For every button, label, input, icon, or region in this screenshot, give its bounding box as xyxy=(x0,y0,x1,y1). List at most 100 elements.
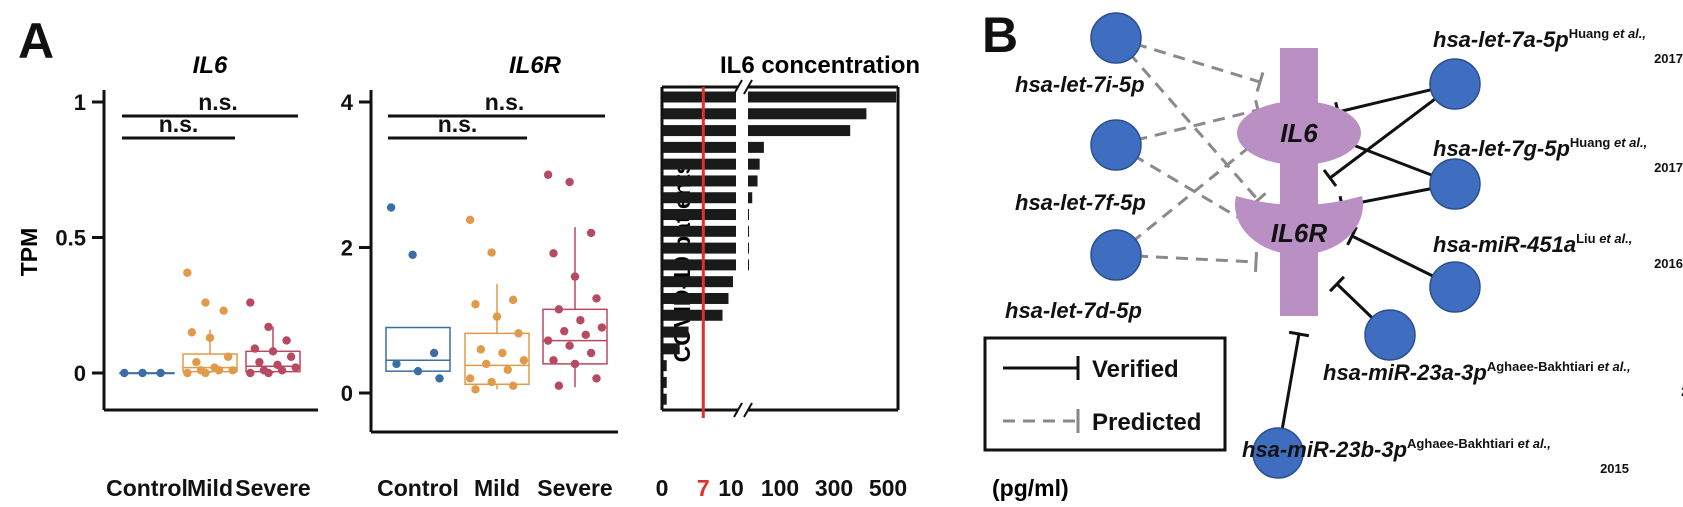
concentration-bar xyxy=(663,175,736,187)
data-point xyxy=(487,248,496,257)
y-tick-label: 0 xyxy=(341,381,353,406)
panel-a-label: A xyxy=(18,13,54,69)
data-point xyxy=(560,326,569,336)
data-point xyxy=(156,368,165,378)
data-point xyxy=(246,298,255,307)
concentration-bar xyxy=(663,276,733,288)
data-point xyxy=(386,203,396,212)
concentration-bar xyxy=(748,225,749,237)
concentration-bar xyxy=(663,259,736,271)
data-point xyxy=(565,341,574,350)
concentration-bar xyxy=(663,360,667,372)
data-point xyxy=(223,352,233,361)
data-point xyxy=(264,322,273,332)
concentration-bar xyxy=(748,209,749,221)
data-point xyxy=(138,368,147,378)
x-tick-label: 100 xyxy=(761,475,799,501)
x-tick-label: Severe xyxy=(537,475,612,501)
y-tick-label: 0.5 xyxy=(55,226,86,251)
data-point xyxy=(187,328,197,337)
concentration-bar xyxy=(663,309,723,321)
il6-concentration-chart: IL6 concentration COVID-19 patients (pg/… xyxy=(656,52,1069,501)
data-point xyxy=(498,348,507,358)
mirna-label: hsa-miR-451aLiu et al., xyxy=(1433,231,1632,257)
concentration-bar xyxy=(663,192,736,204)
concentration-bar xyxy=(663,376,667,388)
concentration-chart-title: IL6 concentration xyxy=(720,52,920,79)
concentration-bar xyxy=(663,125,736,137)
concentration-bar xyxy=(748,158,760,170)
data-point xyxy=(286,352,296,361)
concentration-bar xyxy=(663,242,736,254)
x-tick-label: Control xyxy=(106,475,188,501)
concentration-bar xyxy=(663,343,680,355)
concentration-bar xyxy=(748,175,758,187)
il6-gene-label: IL6 xyxy=(1280,118,1318,148)
mirna-label: hsa-miR-23a-3pAghaee-Bakhtiari et al., xyxy=(1323,359,1631,385)
network-legend: Verified Predicted xyxy=(983,336,1227,452)
concentration-bar xyxy=(748,242,749,254)
data-point xyxy=(471,300,480,309)
data-point xyxy=(408,250,417,259)
data-point xyxy=(201,368,210,378)
il6r-gene-label: IL6R xyxy=(1271,218,1328,248)
x-tick-label: Mild xyxy=(474,475,520,501)
x-tick-label: Mild xyxy=(187,475,233,501)
data-point xyxy=(291,363,300,372)
concentration-bar xyxy=(663,292,729,304)
data-point xyxy=(228,366,237,375)
inhibition-bar xyxy=(1254,251,1258,273)
mirna-label: hsa-let-7g-5pHuang et al., xyxy=(1433,135,1647,161)
concentration-x-axis-unit: (pg/ml) xyxy=(992,475,1069,501)
data-point xyxy=(465,215,475,225)
mirna-label: hsa-let-7d-5p xyxy=(1005,298,1142,323)
data-point xyxy=(576,316,585,325)
receptor-stem xyxy=(1280,48,1318,316)
data-point xyxy=(592,374,601,383)
data-point xyxy=(476,345,486,354)
data-point xyxy=(268,347,278,356)
data-point xyxy=(549,356,558,365)
concentration-bar xyxy=(663,158,736,170)
mirna-label: hsa-let-7f-5p xyxy=(1015,190,1146,215)
mirna-reference-year: 2015 xyxy=(1681,384,1683,399)
inhibition-bar xyxy=(1255,71,1265,93)
mirna-label: hsa-miR-23b-3pAghaee-Bakhtiari et al., xyxy=(1242,436,1551,462)
mirna-reference-year: 2015 xyxy=(1600,461,1629,476)
mirna-node xyxy=(1429,58,1481,110)
mirna-reference-year: 2017 xyxy=(1654,51,1683,66)
concentration-bar xyxy=(748,192,753,204)
panel-b-label: B xyxy=(982,7,1018,63)
data-point xyxy=(508,381,518,390)
data-point xyxy=(183,268,192,277)
data-point xyxy=(554,305,564,314)
data-point xyxy=(120,368,129,378)
data-point xyxy=(487,377,496,387)
il6r-chart-title: IL6R xyxy=(509,52,562,79)
data-point xyxy=(519,356,529,365)
data-point xyxy=(471,385,480,394)
box xyxy=(464,332,530,386)
y-tick-label: 1 xyxy=(74,90,86,115)
data-point xyxy=(570,272,580,281)
predicted-edge xyxy=(1115,138,1259,257)
data-point xyxy=(201,298,210,307)
concentration-bar xyxy=(663,393,667,405)
significance-label: n.s. xyxy=(485,89,525,115)
data-point xyxy=(219,306,228,315)
predicted-edge xyxy=(1115,143,1257,230)
mirna-node xyxy=(1252,427,1304,479)
x-tick-label: Severe xyxy=(235,475,310,501)
axis-break-mark xyxy=(733,402,743,418)
data-point xyxy=(205,333,215,342)
inhibition-bar xyxy=(1328,275,1346,293)
x-tick-label: Control xyxy=(377,475,459,501)
data-point xyxy=(586,348,596,358)
data-point xyxy=(255,357,264,367)
data-point xyxy=(543,170,553,179)
data-point xyxy=(597,323,607,332)
mirna-node xyxy=(1090,119,1142,171)
mirna-reference-year: 2016 xyxy=(1654,256,1683,271)
